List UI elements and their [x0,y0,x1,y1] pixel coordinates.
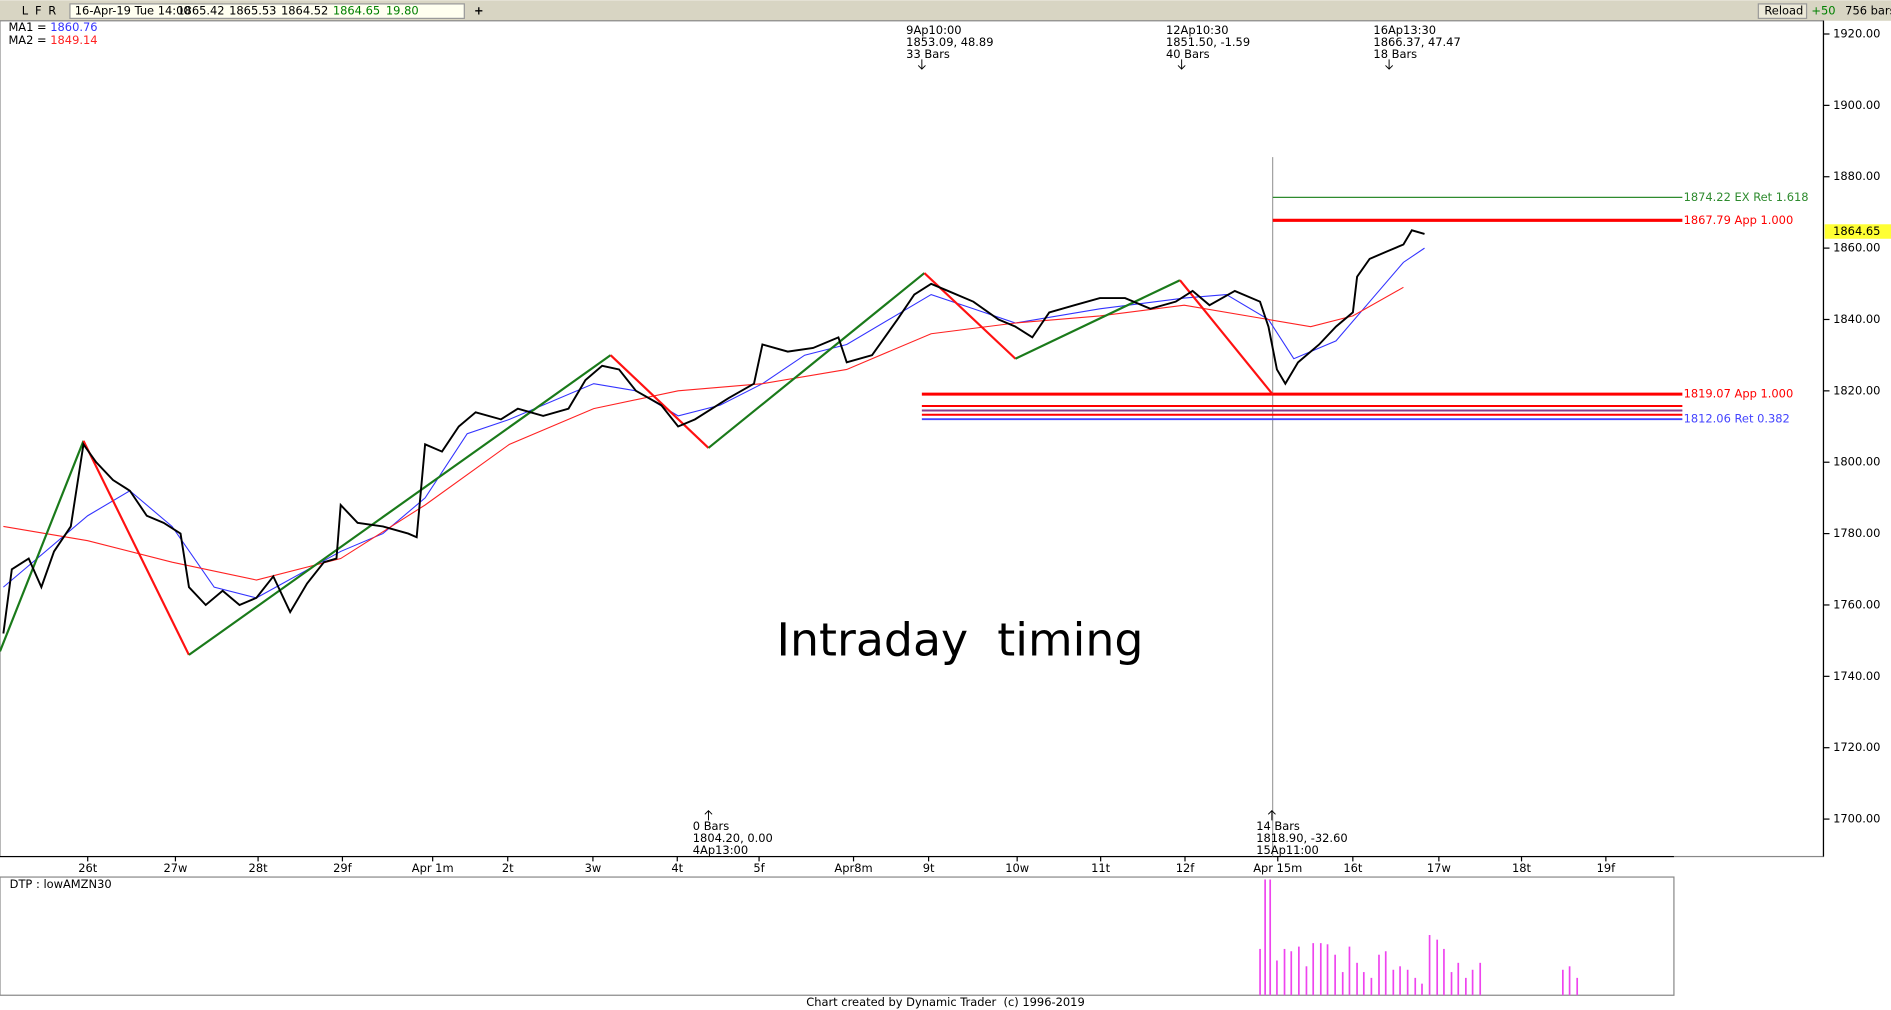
y-tick-label: 1780.00 [1833,526,1880,540]
footer: Chart created by Dynamic Trader (c) 1996… [806,995,1084,1009]
swing-line [82,440,190,656]
moving-average [3,247,1425,599]
bar-count: 756 bars [1845,4,1891,18]
swing-line [1015,279,1181,360]
x-tick-label: 29f [333,861,353,875]
level-label: 1874.22 EX Ret 1.618 [1684,190,1809,204]
quote-high: 1865.53 [229,4,276,18]
quote-box [69,3,465,19]
legend-name: MA1 [8,19,33,33]
plot-area [0,20,1825,858]
reload-label[interactable]: Reload [1764,4,1803,18]
y-tick-label: 1800.00 [1833,455,1880,469]
x-tick-label: 19f [1597,861,1617,875]
y-tick-label: 1700.00 [1833,812,1880,826]
x-tick-label: 18t [1512,861,1532,875]
y-tick-label: 1740.00 [1833,669,1880,683]
x-tick-label: 10w [1005,861,1029,875]
x-tick-label: 5f [753,861,765,875]
quote-close: 1864.65 [333,4,380,18]
toolbar-button[interactable]: F [35,4,42,18]
x-tick-label: 9t [923,861,935,875]
annotation-text: 1866.37, 47.47 [1373,35,1460,49]
x-tick-label: 2t [502,861,514,875]
annotation-text: 9Ap10:00 [906,23,961,37]
x-tick-label: 12f [1176,861,1196,875]
x-tick-label: 28t [249,861,269,875]
annotation-text: 33 Bars [906,47,950,61]
legend-value: 1849.14 [50,33,97,47]
y-tick-label: 1720.00 [1833,740,1880,754]
quote-open: 1865.42 [177,4,224,18]
annotation-text: 4Ap13:00 [693,843,748,857]
chart-title: Intraday timing [776,613,1143,667]
level-label: 1867.79 App 1.000 [1684,213,1794,227]
annotation-arrow [1385,59,1394,70]
annotation-arrow [1177,59,1186,70]
legend-entry: MA2 = 1849.14 [8,33,97,47]
indicator-pane [0,876,1675,996]
x-tick-label: 27w [163,861,187,875]
quote-change: 19.80 [386,4,419,18]
annotation-text: 1818.90, -32.60 [1256,831,1347,845]
x-tick-label: 26t [78,861,98,875]
annotation-text: 1853.09, 48.89 [906,35,993,49]
annotation-text: 18 Bars [1373,47,1417,61]
annotation-text: 14 Bars [1256,819,1300,833]
price-line [2,229,1425,634]
legend-separator: = [37,33,47,47]
y-tick-label: 1880.00 [1833,169,1880,183]
swing-line [1179,279,1274,396]
y-tick-label: 1900.00 [1833,98,1880,112]
last-price-box [1824,224,1891,239]
annotation-text: 12Ap10:30 [1166,23,1229,37]
indicator-title: DTP : lowAMZN30 [10,877,112,891]
add-button[interactable]: + [474,4,484,18]
x-tick-label: Apr 1m [412,861,454,875]
legend-name: MA2 [8,33,33,47]
quote-datetime: 16-Apr-19 Tue 14:00 [75,4,191,18]
quote-low: 1864.52 [281,4,328,18]
offset-label[interactable]: +50 [1811,4,1835,18]
annotation-text: 40 Bars [1166,47,1210,61]
moving-average [3,286,1404,581]
legend-separator: = [37,19,47,33]
x-tick-label: 11t [1091,861,1111,875]
annotation-text: 16Ap13:30 [1373,23,1436,37]
level-label: 1819.07 App 1.000 [1684,387,1794,401]
x-tick-label: 17w [1427,861,1451,875]
y-tick-label: 1860.00 [1833,241,1880,255]
toolbar [0,0,1891,21]
x-tick-label: 4t [671,861,683,875]
level-label: 1812.06 Ret 0.382 [1684,412,1790,426]
y-tick-label: 1840.00 [1833,312,1880,326]
toolbar-button[interactable]: L [22,4,29,18]
legend-entry: MA1 = 1860.76 [8,19,97,33]
y-tick-label: 1820.00 [1833,383,1880,397]
swing-line [609,354,710,449]
annotation-text: 1804.20, 0.00 [693,831,773,845]
annotation-text: 1851.50, -1.59 [1166,35,1250,49]
x-tick-label: 3w [585,861,602,875]
x-tick-label: Apr8m [834,861,872,875]
toolbar-button[interactable]: R [48,4,56,18]
annotation-arrow [917,59,926,70]
swing-line [0,440,85,652]
y-tick-label: 1760.00 [1833,597,1880,611]
swing-line [707,272,926,449]
annotation-arrow [704,810,713,821]
x-tick-label: Apr 15m [1253,861,1302,875]
swing-line [188,354,612,656]
legend-value: 1860.76 [50,19,97,33]
x-tick-label: 16t [1343,861,1363,875]
y-tick-label: 1920.00 [1833,26,1880,40]
reload-button[interactable] [1757,3,1808,19]
annotation-text: 15Ap11:00 [1256,843,1319,857]
annotation-text: 0 Bars [693,819,729,833]
last-price-label: 1864.65 [1833,224,1880,238]
annotation-arrow [1267,810,1276,821]
